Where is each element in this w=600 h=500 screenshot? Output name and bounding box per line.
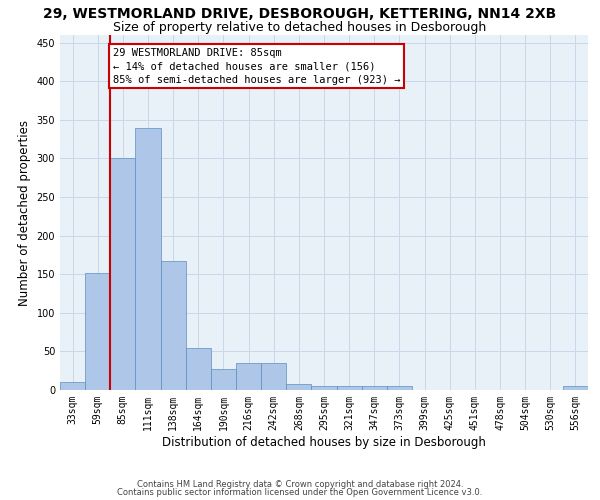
Bar bbox=[161, 261, 186, 390]
Text: 29, WESTMORLAND DRIVE, DESBOROUGH, KETTERING, NN14 2XB: 29, WESTMORLAND DRIVE, DESBOROUGH, KETTE… bbox=[43, 8, 557, 22]
Text: 29 WESTMORLAND DRIVE: 85sqm
← 14% of detached houses are smaller (156)
85% of se: 29 WESTMORLAND DRIVE: 85sqm ← 14% of det… bbox=[113, 48, 400, 84]
Bar bbox=[337, 386, 362, 390]
X-axis label: Distribution of detached houses by size in Desborough: Distribution of detached houses by size … bbox=[162, 436, 486, 448]
Y-axis label: Number of detached properties: Number of detached properties bbox=[18, 120, 31, 306]
Bar bbox=[311, 386, 337, 390]
Bar bbox=[563, 386, 588, 390]
Bar bbox=[110, 158, 136, 390]
Bar bbox=[261, 363, 286, 390]
Bar bbox=[136, 128, 161, 390]
Bar bbox=[186, 348, 211, 390]
Text: Contains public sector information licensed under the Open Government Licence v3: Contains public sector information licen… bbox=[118, 488, 482, 497]
Bar bbox=[387, 386, 412, 390]
Text: Contains HM Land Registry data © Crown copyright and database right 2024.: Contains HM Land Registry data © Crown c… bbox=[137, 480, 463, 489]
Bar bbox=[60, 382, 85, 390]
Bar bbox=[85, 272, 110, 390]
Bar bbox=[286, 384, 311, 390]
Bar bbox=[211, 369, 236, 390]
Bar bbox=[362, 386, 387, 390]
Text: Size of property relative to detached houses in Desborough: Size of property relative to detached ho… bbox=[113, 21, 487, 34]
Bar bbox=[236, 363, 261, 390]
